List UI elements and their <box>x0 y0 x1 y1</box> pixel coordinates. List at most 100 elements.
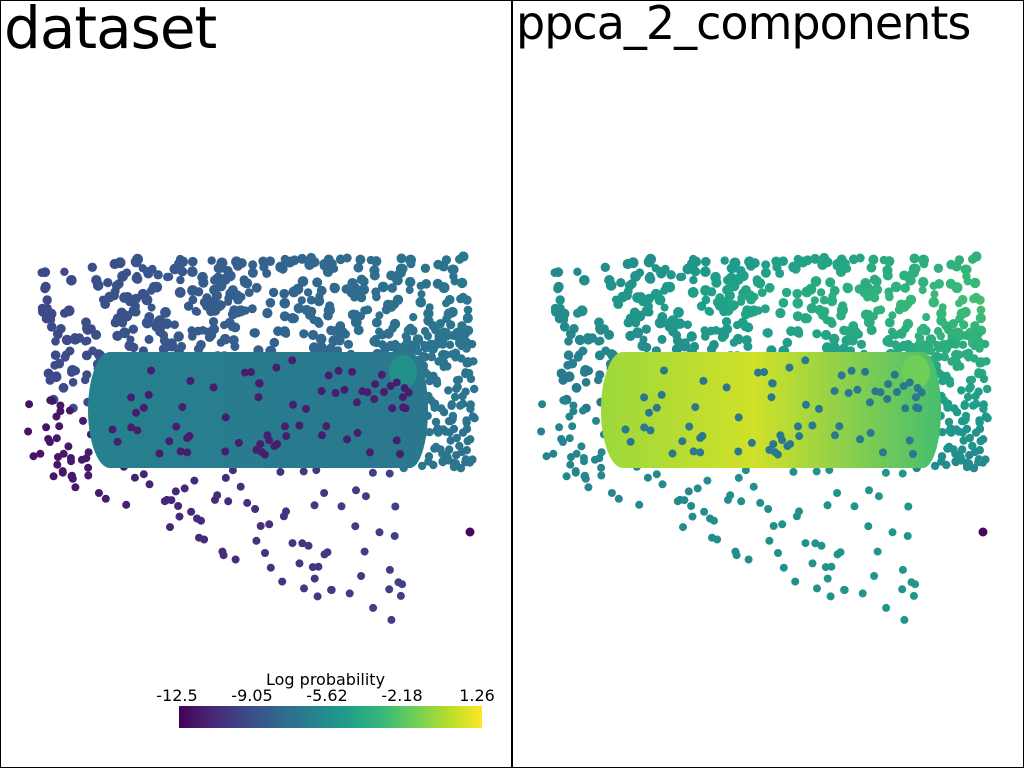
point-marker <box>58 382 69 393</box>
point-marker <box>231 290 243 302</box>
point-marker <box>791 264 801 274</box>
point-marker <box>265 520 274 529</box>
point-marker <box>684 487 693 496</box>
point-marker <box>946 259 956 270</box>
point-marker <box>710 516 718 525</box>
point-marker <box>584 483 593 492</box>
point-marker <box>971 251 982 262</box>
point-marker <box>926 346 935 356</box>
point-marker <box>864 522 873 531</box>
point-marker <box>644 273 655 284</box>
point-marker <box>645 253 656 265</box>
point-marker <box>933 340 942 350</box>
point-marker <box>315 292 324 301</box>
point-marker <box>949 445 958 454</box>
point-marker <box>55 422 64 431</box>
point-marker <box>342 253 352 263</box>
point-marker <box>42 423 51 432</box>
point-marker <box>563 350 574 361</box>
point-marker <box>958 445 967 454</box>
point-marker <box>667 315 679 326</box>
point-marker <box>301 304 312 316</box>
point-marker <box>792 288 802 299</box>
point-marker <box>193 287 204 297</box>
point-marker <box>468 412 478 421</box>
point-marker <box>817 541 826 550</box>
point-marker <box>288 539 297 548</box>
point-marker <box>973 328 982 337</box>
point-marker <box>101 494 110 503</box>
point-marker <box>46 322 57 332</box>
point-marker <box>741 466 750 475</box>
point-marker <box>165 437 174 446</box>
point-marker <box>81 317 91 328</box>
point-marker <box>128 324 138 334</box>
point-marker <box>673 497 682 506</box>
point-marker <box>396 591 405 600</box>
point-marker <box>925 334 937 345</box>
point-marker <box>830 387 839 395</box>
point-marker <box>811 539 820 548</box>
point-marker <box>355 254 366 265</box>
point-marker <box>231 555 240 564</box>
point-marker <box>206 306 216 317</box>
point-marker <box>36 449 45 458</box>
point-marker <box>597 471 606 480</box>
point-marker <box>200 535 209 544</box>
point-marker <box>594 350 605 361</box>
point-marker <box>802 313 812 324</box>
point-marker <box>888 311 897 320</box>
point-marker <box>719 306 729 317</box>
point-marker <box>417 290 426 299</box>
point-marker <box>753 278 762 287</box>
point-marker <box>369 265 380 276</box>
point-marker <box>616 278 626 288</box>
point-marker <box>303 288 313 297</box>
point-marker <box>658 480 667 489</box>
point-marker <box>147 366 155 375</box>
point-marker <box>297 253 308 264</box>
point-marker <box>917 388 926 397</box>
point-marker <box>837 371 846 380</box>
point-marker <box>851 327 861 337</box>
point-marker <box>666 270 676 280</box>
point-marker <box>909 591 918 600</box>
point-marker <box>936 331 945 341</box>
point-marker <box>641 324 651 334</box>
point-marker <box>56 407 65 416</box>
ppca-3d-view[interactable] <box>513 0 1023 768</box>
point-marker <box>691 403 700 412</box>
point-marker <box>224 297 233 306</box>
dataset-3d-view[interactable] <box>0 0 511 768</box>
point-marker <box>247 304 257 314</box>
point-marker <box>209 383 218 392</box>
point-marker <box>159 330 169 340</box>
point-marker <box>833 489 842 497</box>
point-marker <box>317 387 326 395</box>
point-marker <box>869 293 880 303</box>
point-marker <box>53 460 62 469</box>
point-marker <box>559 322 570 332</box>
point-marker <box>248 260 258 270</box>
point-marker <box>974 455 984 464</box>
point-marker <box>960 264 971 275</box>
point-marker <box>700 266 711 278</box>
point-marker <box>899 382 908 390</box>
point-marker <box>463 436 472 446</box>
point-marker <box>163 340 174 351</box>
point-marker <box>386 382 395 390</box>
point-marker <box>961 350 970 359</box>
point-marker <box>696 448 705 457</box>
point-marker <box>569 401 578 410</box>
point-marker <box>289 313 299 324</box>
point-marker <box>847 366 856 375</box>
point-marker <box>456 277 468 289</box>
point-marker <box>760 368 769 377</box>
point-marker <box>130 473 139 482</box>
point-marker <box>71 483 80 492</box>
point-marker <box>61 350 71 359</box>
point-marker <box>420 263 431 273</box>
point-marker <box>423 315 434 326</box>
point-marker <box>430 444 439 453</box>
point-marker <box>300 584 308 593</box>
